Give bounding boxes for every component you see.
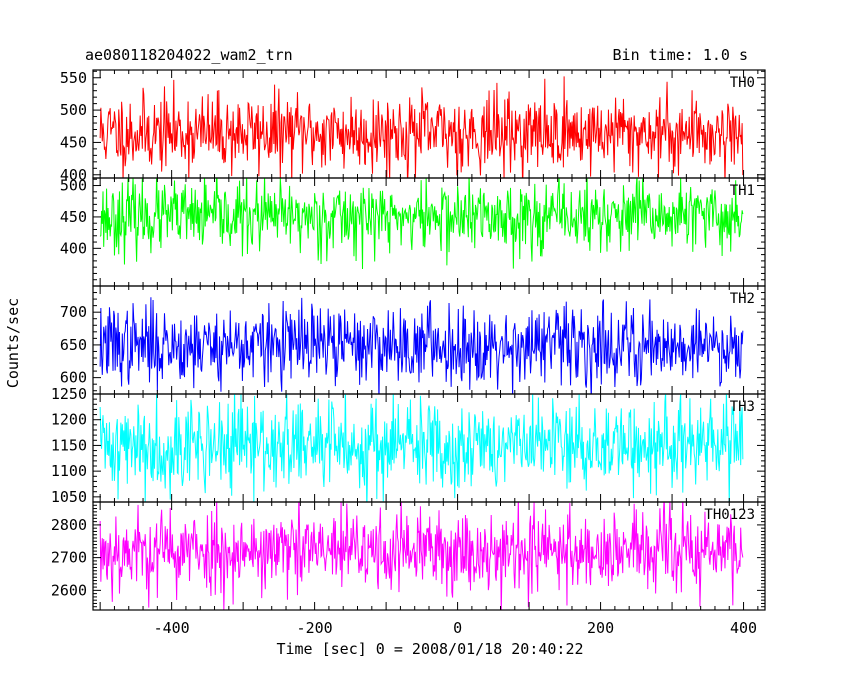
panel-th1: 400 450 500 TH1: [60, 177, 766, 287]
y-tick-label: 500: [60, 101, 87, 119]
y-tick-label: 2700: [51, 549, 87, 567]
series-line-th3: [99, 394, 744, 502]
y-tick-label: 2800: [51, 516, 87, 534]
bin-time-label: Bin time: 1.0 s: [613, 46, 748, 64]
panel-th0: 400 450 500 550 TH0: [60, 69, 766, 184]
series-label-th3: TH3: [730, 399, 755, 415]
y-tick-label: 500: [60, 177, 87, 195]
y-tick-label: 1200: [51, 411, 87, 429]
panel-th2: 600 650 700 TH2: [60, 285, 766, 395]
y-tick-label: 1100: [51, 462, 87, 480]
series-label-th0: TH0: [730, 75, 755, 91]
x-tick-label: 200: [587, 619, 614, 637]
y-tick-label: 1150: [51, 436, 87, 454]
series-label-th2: TH2: [730, 291, 755, 307]
series-label-th1: TH1: [730, 183, 755, 199]
x-axis-title: Time [sec] 0 = 2008/01/18 20:40:22: [276, 640, 583, 658]
plot-title: ae080118204022_wam2_trn: [85, 46, 293, 64]
y-tick-label: 650: [60, 336, 87, 354]
x-tick-label: -400: [154, 619, 190, 637]
x-tick-labels: -400 -200 0 200 400: [154, 619, 758, 637]
panel-th3: 1050 1100 1150 1200 1250 TH3: [51, 385, 766, 506]
series-line-th1: [99, 178, 744, 270]
y-tick-label: 1250: [51, 385, 87, 403]
x-tick-label: 0: [453, 619, 462, 637]
y-tick-label: 400: [60, 239, 87, 257]
x-tick-label: -200: [297, 619, 333, 637]
series-line-th2: [99, 297, 744, 394]
y-tick-label: 2600: [51, 581, 87, 599]
y-tick-label: 400: [60, 166, 87, 184]
x-tick-label: 400: [730, 619, 757, 637]
series-line-th0123: [99, 502, 744, 610]
panel-th0123: 2600 2700 2800 TH0123: [51, 501, 766, 611]
series-line-th0: [99, 76, 744, 178]
panels-group: 400 450 500 550 TH0 400 450 500 TH1 600 650 700 TH2 1…: [51, 69, 766, 611]
y-tick-label: 450: [60, 133, 87, 151]
y-tick-label: 700: [60, 303, 87, 321]
series-label-th0123: TH0123: [704, 507, 755, 523]
y-axis-title: Counts/sec: [4, 298, 22, 388]
y-tick-label: 450: [60, 208, 87, 226]
y-tick-label: 1050: [51, 488, 87, 506]
y-tick-label: 600: [60, 369, 87, 387]
y-tick-label: 550: [60, 69, 87, 87]
